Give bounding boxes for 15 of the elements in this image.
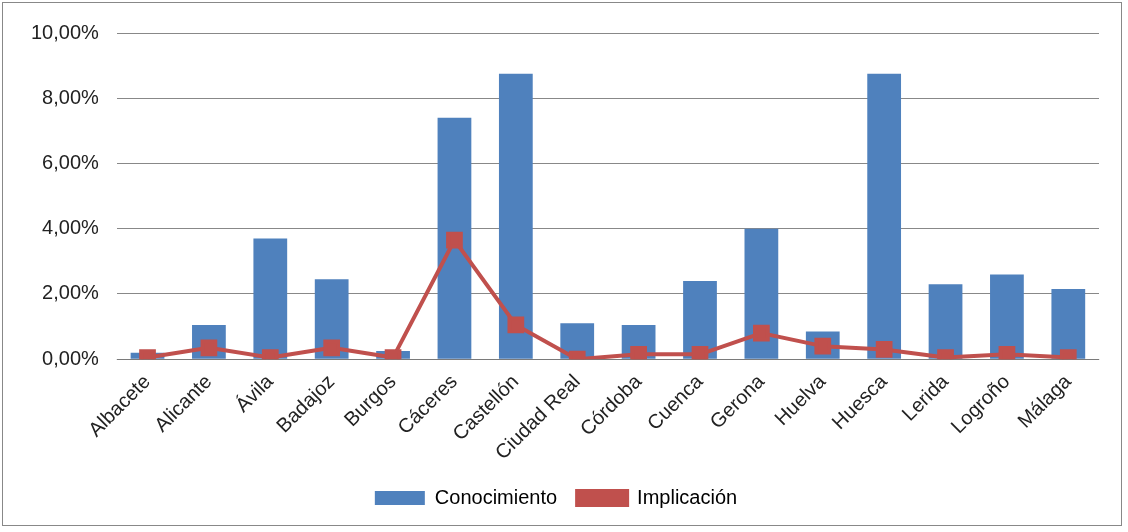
bar (253, 238, 288, 359)
y-tick-label: 6,00% (42, 151, 100, 173)
y-tick-label: 0,00% (42, 346, 100, 369)
y-tick-label: 8,00% (42, 85, 100, 108)
y-tick-label: 2,00% (42, 281, 100, 304)
bar (990, 274, 1024, 359)
bar (744, 228, 779, 359)
bar (867, 73, 902, 359)
y-tick-label: 4,00% (42, 216, 100, 239)
bar (498, 73, 533, 359)
legend-label: Implicación (637, 485, 738, 508)
legend-label: Conocimiento (434, 485, 558, 508)
bar (437, 117, 472, 359)
y-tick-label: 10,00% (30, 20, 100, 43)
bar (1051, 289, 1086, 359)
